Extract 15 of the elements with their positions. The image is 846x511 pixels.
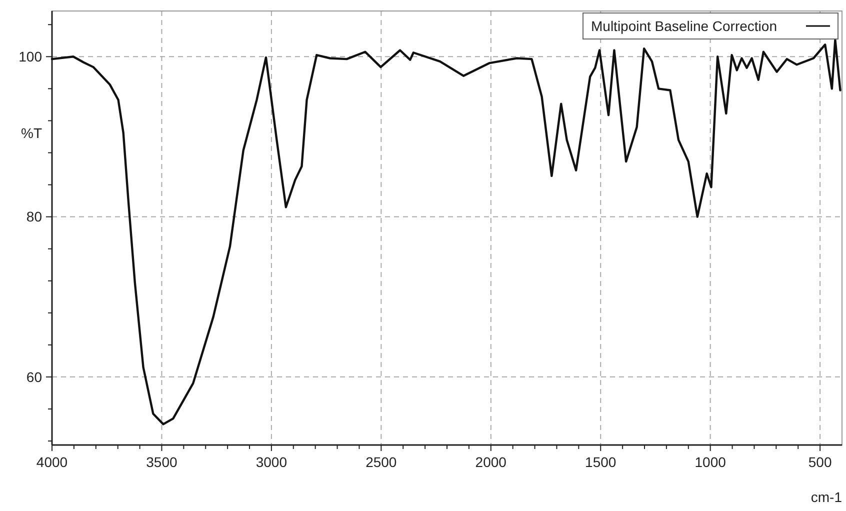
x-tick-label: 1500 bbox=[585, 454, 616, 470]
x-tick-label: 2000 bbox=[475, 454, 507, 470]
x-tick-label: 500 bbox=[808, 454, 832, 470]
legend-label: Multipoint Baseline Correction bbox=[591, 18, 777, 34]
y-tick-label: 60 bbox=[26, 368, 42, 385]
y-tick-label: 80 bbox=[26, 208, 42, 225]
y-tick-label: 100 bbox=[18, 48, 42, 65]
x-axis-title: cm-1 bbox=[810, 489, 842, 505]
y-axis-title: %T bbox=[21, 125, 42, 141]
x-tick-label: 2500 bbox=[366, 454, 397, 470]
x-tick-label: 1000 bbox=[694, 454, 726, 470]
x-tick-label: 3500 bbox=[146, 454, 178, 470]
x-tick-label: 3000 bbox=[256, 454, 288, 470]
line-series bbox=[50, 38, 842, 426]
x-tick-label: 4000 bbox=[36, 454, 68, 470]
